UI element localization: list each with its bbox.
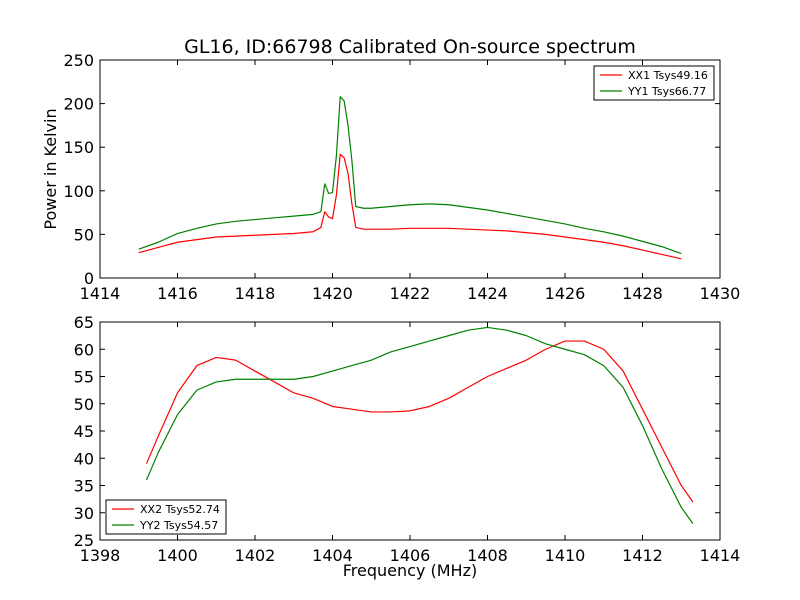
bottom-panel: 1398 1400 1402 1404 1406 1408 1410 1412 1414 25 30… (74, 313, 741, 565)
series-line-1-2 (138, 96, 682, 255)
legend-entry: XX1 Tsys49.16 (628, 69, 708, 82)
x-tick-label: 1414 (700, 546, 741, 565)
x-tick-label: 1430 (700, 284, 741, 303)
legend-entry: YY1 Tsys66.77 (627, 85, 706, 98)
x-tick-label: 1428 (622, 284, 663, 303)
y-tick-label: 0 (84, 269, 94, 288)
y-tick-label: 55 (74, 368, 94, 387)
series-line-2-1 (145, 340, 694, 503)
x-tick-label: 1404 (312, 546, 353, 565)
y-tick-label: 40 (74, 449, 94, 468)
legend-entry: YY2 Tsys54.57 (139, 519, 218, 532)
y-tick-label: 25 (74, 531, 94, 550)
y-tick-label: 150 (63, 138, 94, 157)
legend: XX1 Tsys49.16 YY1 Tsys66.77 (593, 65, 715, 101)
x-tick-label: 1408 (467, 546, 508, 565)
x-axis-label: Frequency (MHz) (343, 561, 477, 580)
y-tick-label: 200 (63, 95, 94, 114)
y-tick-label: 250 (63, 51, 94, 70)
x-tick-label: 1402 (235, 546, 276, 565)
top-panel: 1414 1416 1418 1420 1422 1424 1426 1428 1430 0 50 1… (63, 51, 740, 303)
x-tick-label: 1418 (235, 284, 276, 303)
series-line-2-2 (145, 326, 694, 524)
legend: XX2 Tsys52.74 YY2 Tsys54.57 (105, 499, 227, 535)
x-tick-label: 1414 (80, 284, 121, 303)
legend-entry: XX2 Tsys52.74 (140, 503, 220, 516)
y-tick-label: 50 (74, 395, 94, 414)
y-tick-label: 30 (74, 504, 94, 523)
x-tick-label: 1410 (545, 546, 586, 565)
y-tick-label: 60 (74, 340, 94, 359)
x-tick-label: 1420 (312, 284, 353, 303)
legend-box (105, 499, 227, 535)
series-line-1-1 (138, 153, 682, 260)
x-tick-label: 1400 (157, 546, 198, 565)
y-tick-label: 100 (63, 182, 94, 201)
y-axis-label: Power in Kelvin (41, 108, 60, 229)
x-tick-label: 1412 (622, 546, 663, 565)
chart-title: GL16, ID:66798 Calibrated On-source spec… (184, 36, 636, 58)
y-tick-label: 35 (74, 477, 94, 496)
x-tick-label: 1422 (390, 284, 431, 303)
y-tick-label: 45 (74, 422, 94, 441)
legend-box (593, 65, 715, 101)
x-tick-label: 1406 (390, 546, 431, 565)
y-tick-label: 65 (74, 313, 94, 332)
x-tick-label: 1424 (467, 284, 508, 303)
x-tick-label: 1398 (80, 546, 121, 565)
y-tick-label: 50 (74, 225, 94, 244)
x-tick-label: 1416 (157, 284, 198, 303)
x-tick-label: 1426 (545, 284, 586, 303)
